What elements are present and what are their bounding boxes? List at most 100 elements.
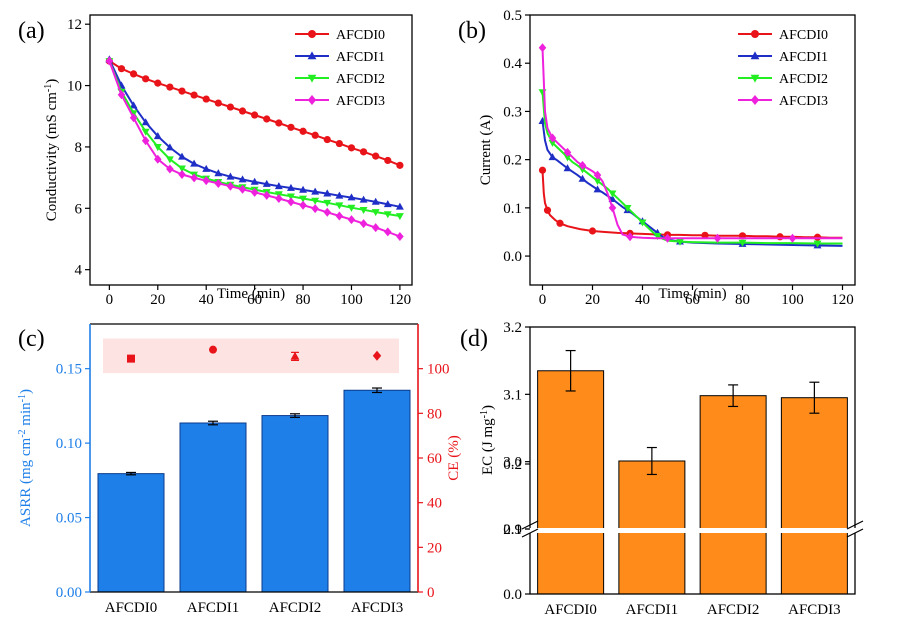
bar-afcdi1	[179, 422, 247, 593]
data-point-afcdi1	[238, 175, 247, 183]
data-point-afcdi3	[788, 233, 797, 243]
y2-axis-label: CE (%)	[446, 435, 462, 480]
data-point-afcdi2	[738, 239, 747, 247]
y-tick-label: 12	[67, 17, 82, 33]
y-tick-label: 0.5	[503, 8, 522, 24]
data-point-afcdi2	[676, 238, 684, 246]
data-point-afcdi2	[347, 204, 356, 212]
y-axis-label-sup: -1	[479, 410, 490, 418]
data-point-afcdi3	[593, 170, 602, 180]
data-point-afcdi0	[275, 119, 283, 127]
data-point-afcdi1	[299, 185, 308, 193]
data-point-afcdi2	[299, 195, 308, 203]
data-point-afcdi0	[311, 131, 319, 139]
data-point-afcdi3	[299, 200, 307, 210]
y-tick-label: 0.1	[503, 522, 522, 538]
y-tick-label: 3.2	[503, 320, 522, 336]
data-point-afcdi0	[384, 156, 392, 165]
x-tick-label: 100	[781, 292, 804, 308]
y-tick-label: 0.0	[503, 249, 522, 265]
y-tick-label: 3.1	[503, 387, 522, 403]
data-point-afcdi3	[166, 164, 174, 174]
data-point-afcdi0	[335, 139, 343, 148]
data-point-afcdi3	[202, 176, 210, 186]
legend-label-afcdi1: AFCDI1	[336, 50, 385, 65]
data-point-afcdi1	[335, 191, 344, 199]
x-tick-label: 40	[635, 292, 650, 308]
data-point-afcdi3	[323, 207, 332, 217]
y2-tick-label: 0	[427, 585, 435, 601]
data-point-afcdi0	[372, 152, 380, 160]
data-point-afcdi1	[548, 153, 557, 161]
axis-break-gap	[528, 528, 857, 533]
y-axis-label: Current (A)	[478, 115, 494, 185]
ce-point-afcdi2	[290, 351, 300, 360]
data-point-afcdi1	[274, 182, 283, 190]
bar-afcdi0	[97, 473, 165, 593]
x-tick-label: 20	[585, 292, 600, 308]
data-point-afcdi1	[593, 185, 602, 193]
data-point-afcdi3	[548, 133, 557, 143]
data-point-afcdi3	[129, 113, 138, 123]
legend-marker-afcdi0	[751, 30, 759, 38]
x-tick-label: 80	[296, 292, 311, 308]
data-point-afcdi2	[653, 232, 662, 240]
data-point-afcdi2	[638, 219, 647, 227]
data-point-afcdi0	[323, 135, 331, 144]
data-point-afcdi2	[813, 240, 822, 248]
bar-afcdi1	[618, 460, 686, 595]
data-point-afcdi3	[226, 181, 235, 191]
data-point-afcdi2	[311, 197, 320, 205]
data-point-afcdi2	[286, 193, 295, 201]
data-point-afcdi1	[141, 118, 150, 126]
y-axis-label: ASRR (mg cm-2 min-1)	[17, 389, 35, 527]
y-tick-label: 0.10	[56, 436, 82, 452]
data-point-afcdi0	[347, 144, 356, 152]
panel-label: (d)	[460, 326, 488, 352]
legend-label-afcdi3: AFCDI3	[779, 94, 828, 109]
data-point-afcdi2	[383, 211, 392, 219]
data-point-afcdi1	[129, 101, 138, 109]
axis-break-gap-right	[852, 528, 858, 533]
series-afcdi3	[538, 43, 843, 243]
data-point-afcdi2	[359, 206, 368, 214]
x-tick-label: 120	[831, 292, 854, 308]
data-point-afcdi2	[153, 144, 162, 152]
data-point-afcdi3	[250, 187, 259, 197]
y-axis-label: EC (J mg-1)	[479, 405, 497, 475]
bar-afcdi2	[699, 395, 767, 595]
data-point-afcdi2	[371, 209, 380, 217]
legend-label-afcdi0: AFCDI0	[336, 28, 385, 43]
data-point-afcdi0	[190, 91, 198, 99]
x-tick-label: 100	[340, 292, 363, 308]
legend: AFCDI0 AFCDI1 AFCDI2 AFCDI3	[738, 28, 828, 109]
ce-point-afcdi3	[372, 350, 382, 361]
data-point-afcdi0	[214, 99, 222, 107]
data-point-afcdi3	[311, 204, 319, 214]
data-point-afcdi3	[538, 43, 547, 53]
y2-tick-label: 60	[427, 451, 442, 467]
series-line-afcdi3	[541, 47, 843, 240]
data-point-afcdi0	[299, 127, 307, 135]
y2-tick-label: 100	[427, 362, 450, 378]
data-point-afcdi0	[263, 115, 271, 123]
plot-frame	[529, 326, 856, 595]
y-axis-label-part: -1	[17, 394, 28, 402]
y-axis-label: Conductivity (mS cm-1)	[43, 79, 61, 222]
data-point-afcdi0	[166, 83, 174, 91]
y-tick-label: 0.2	[503, 153, 522, 169]
y-axis-label-part: min	[18, 402, 34, 430]
data-point-afcdi0	[129, 70, 138, 78]
data-point-afcdi3	[275, 193, 283, 203]
data-point-afcdi2	[593, 177, 602, 185]
data-point-afcdi0	[226, 103, 235, 111]
data-point-afcdi3	[371, 223, 380, 233]
data-point-afcdi2	[165, 156, 174, 164]
data-point-afcdi2	[608, 190, 617, 198]
data-point-afcdi2	[623, 204, 632, 212]
data-point-afcdi3	[335, 211, 344, 221]
y-tick-label: 0.05	[56, 511, 82, 527]
legend-label-afcdi0: AFCDI0	[779, 28, 828, 43]
series-line-afcdi0	[541, 170, 843, 239]
